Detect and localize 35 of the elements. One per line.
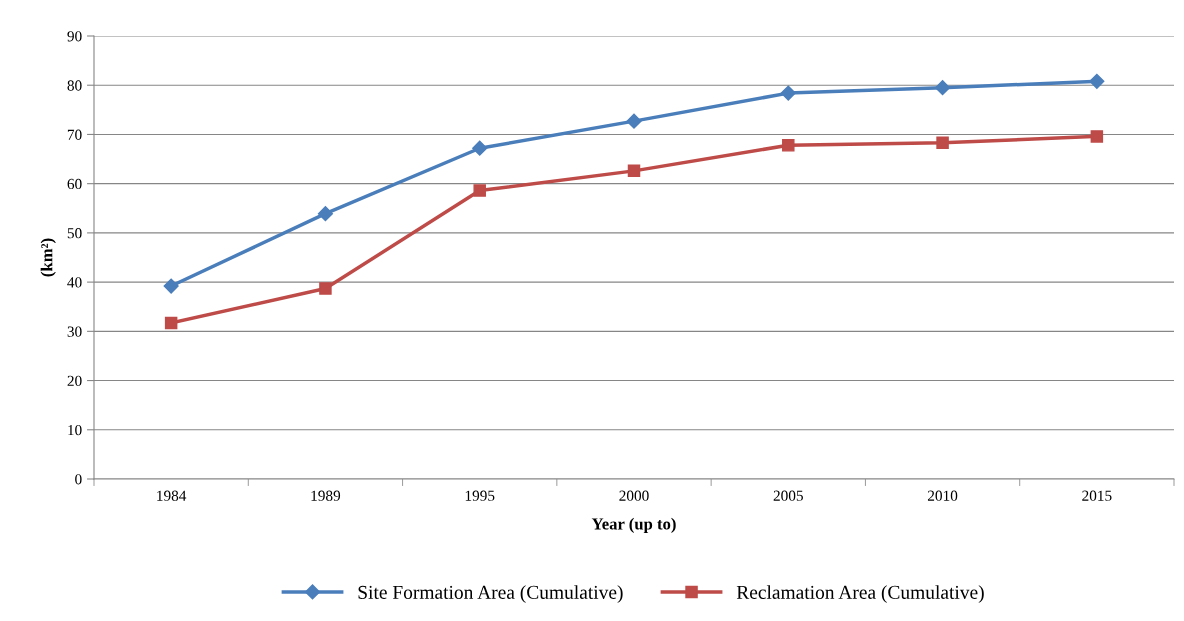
y-tick-label: 50 (67, 228, 82, 239)
point (473, 184, 486, 197)
point (472, 140, 488, 156)
y-tick-label: 90 (67, 31, 82, 42)
point (1089, 73, 1105, 89)
y-axis-title: (km²) (40, 238, 56, 277)
point (780, 85, 796, 101)
y-tick-label: 30 (67, 326, 82, 337)
y-tick-label: 70 (67, 129, 82, 140)
point (319, 282, 332, 295)
point (163, 278, 179, 294)
x-tick-label: 2000 (619, 490, 649, 501)
point (626, 113, 642, 129)
y-tick-label: 0 (75, 474, 82, 485)
x-tick-label: 2005 (773, 490, 803, 501)
x-tick-label: 2015 (1082, 490, 1112, 501)
x-tick-label: 1984 (157, 490, 187, 501)
y-tick-label: 80 (67, 80, 82, 91)
point (627, 164, 641, 178)
y-tick-label: 40 (67, 277, 82, 288)
x-tick-label: 1995 (465, 490, 495, 501)
legend-label: Reclamation Area (Cumulative) (736, 585, 984, 603)
x-tick-label: 1989 (311, 490, 341, 501)
point (317, 206, 333, 222)
point (935, 80, 951, 96)
legend-label: Site Formation Area (Cumulative) (358, 585, 623, 603)
point (936, 136, 949, 150)
y-tick-label: 20 (67, 375, 82, 387)
y-tick-label: 60 (67, 178, 82, 190)
point (782, 139, 795, 152)
point (1090, 130, 1104, 143)
x-tick-label: 2010 (927, 490, 958, 501)
y-tick-label: 10 (68, 424, 82, 436)
x-axis-title: Year (up to) (591, 517, 676, 533)
point (164, 316, 178, 330)
